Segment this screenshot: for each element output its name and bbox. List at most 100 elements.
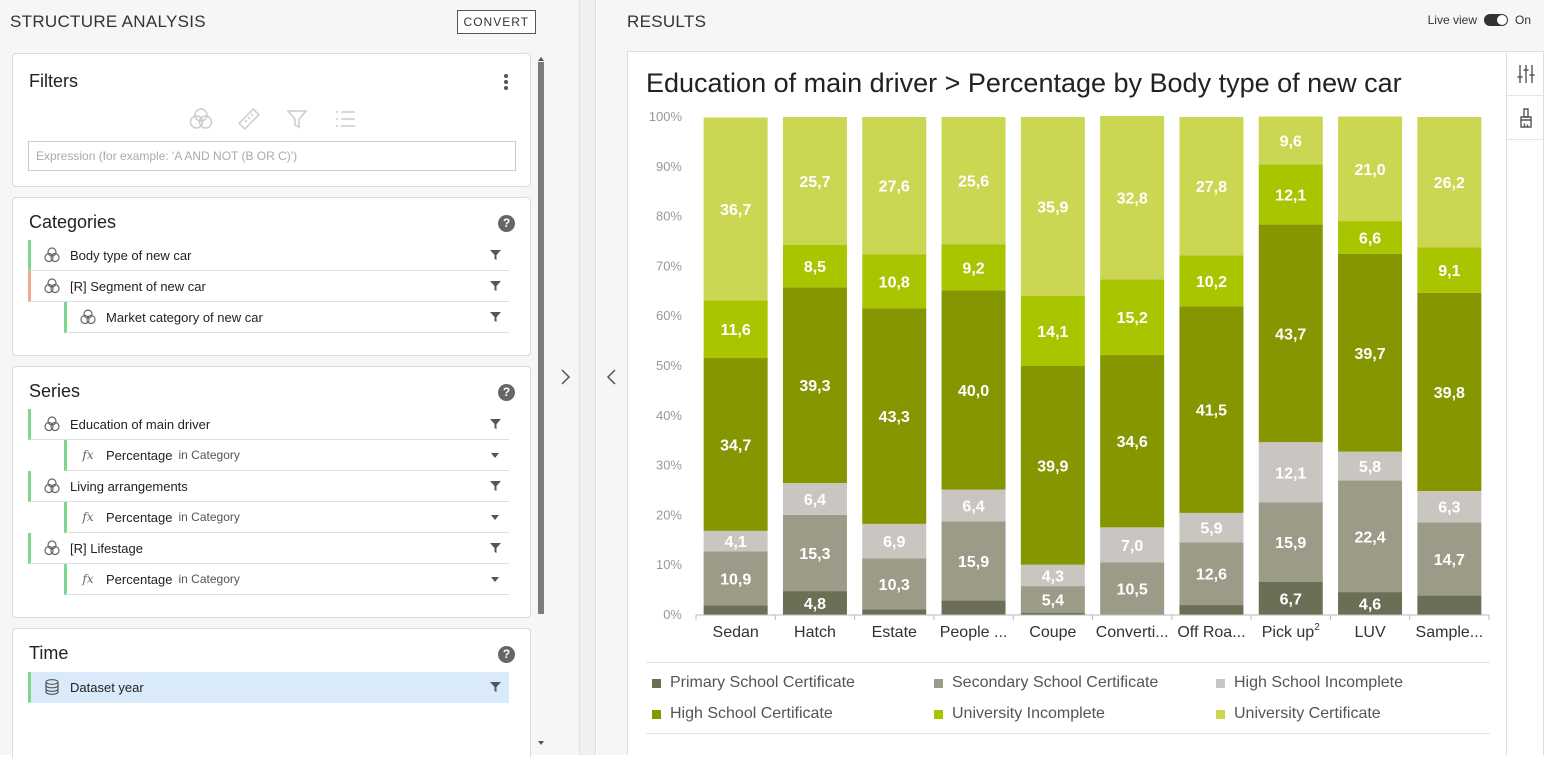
bar-segment xyxy=(941,600,1006,615)
bar-segment xyxy=(1338,592,1403,615)
time-help-icon[interactable]: ? xyxy=(498,646,515,663)
time-card: Time ? Dataset year xyxy=(12,628,531,758)
convert-button[interactable]: CONVERT xyxy=(456,10,536,34)
live-view-label: Live view xyxy=(1427,13,1477,27)
data-label: 6,6 xyxy=(1359,231,1381,248)
funnel-icon[interactable] xyxy=(490,481,501,491)
panel-title: STRUCTURE ANALYSIS xyxy=(10,12,206,31)
measure-label: Percentage xyxy=(106,509,173,525)
categories-help-icon[interactable]: ? xyxy=(498,215,515,232)
data-label: 12,1 xyxy=(1275,465,1306,482)
funnel-icon[interactable] xyxy=(284,106,310,132)
legend-item[interactable]: High School Certificate xyxy=(652,705,833,723)
series-help-icon[interactable]: ? xyxy=(498,384,515,401)
bar-segment xyxy=(1338,480,1403,593)
chevron-down-icon[interactable] xyxy=(491,515,499,520)
data-label: 6,4 xyxy=(804,492,826,509)
bar-segment xyxy=(703,358,768,531)
structure-analysis-panel: STRUCTURE ANALYSIS CONVERT Filters Categ… xyxy=(0,0,580,758)
x-tick-label: People ... xyxy=(940,624,1008,641)
legend-item[interactable]: Primary School Certificate xyxy=(652,674,855,692)
bar-segment xyxy=(1020,295,1085,366)
bar-segment xyxy=(1020,586,1085,614)
data-label: 35,9 xyxy=(1037,199,1068,216)
function-icon: fx xyxy=(82,510,94,524)
funnel-icon[interactable] xyxy=(490,419,501,429)
chevron-down-icon[interactable] xyxy=(491,453,499,458)
legend-item[interactable]: University Certificate xyxy=(1216,705,1381,723)
data-label: 39,3 xyxy=(799,378,830,395)
bar-segment xyxy=(1179,542,1244,606)
scroll-up-icon[interactable] xyxy=(538,57,544,61)
more-options-icon[interactable] xyxy=(504,74,508,90)
bar-segment xyxy=(1258,442,1323,503)
expression-input[interactable] xyxy=(28,141,516,171)
funnel-icon[interactable] xyxy=(490,543,501,553)
legend-item[interactable]: University Incomplete xyxy=(934,705,1105,723)
bar-segment xyxy=(941,244,1006,291)
category-item-body-type[interactable]: Body type of new car xyxy=(28,240,509,271)
series-item-education[interactable]: Education of main driver xyxy=(28,409,509,440)
bar-segment xyxy=(1338,253,1403,452)
series-item-living[interactable]: Living arrangements xyxy=(28,471,509,502)
data-label: 10,9 xyxy=(720,571,751,588)
scrollbar[interactable] xyxy=(538,62,544,614)
chart-settings-tool[interactable] xyxy=(1507,52,1544,96)
y-tick-label: 50% xyxy=(656,358,682,373)
data-label: 25,6 xyxy=(958,174,989,191)
data-label: 9,6 xyxy=(1280,133,1302,150)
category-item-segment[interactable]: [R] Segment of new car xyxy=(28,271,509,302)
legend-item[interactable]: High School Incomplete xyxy=(1216,674,1403,692)
data-label: 10,5 xyxy=(1117,581,1148,598)
stacked-bar-chart[interactable]: 0% 10% 20% 30% 40% 50% 60% 70% 80% 90% 100% 10,9 4,1… xyxy=(628,52,1508,657)
bar-segment xyxy=(1417,117,1482,248)
series-measure-lifestage[interactable]: fx Percentage in Category xyxy=(64,564,509,595)
ruler-icon[interactable] xyxy=(236,106,262,132)
data-label: 27,6 xyxy=(879,179,910,196)
data-label: 39,8 xyxy=(1434,385,1465,402)
panel-divider[interactable] xyxy=(561,0,596,755)
legend-swatch xyxy=(652,709,661,719)
time-item-dataset-year[interactable]: Dataset year xyxy=(28,672,509,703)
bar-segment xyxy=(1338,116,1403,222)
bar-segment xyxy=(1338,221,1403,254)
bar-segment xyxy=(1258,164,1323,225)
categories-title: Categories xyxy=(29,212,117,232)
live-view-toggle[interactable] xyxy=(1483,14,1508,26)
bar-segment xyxy=(1417,247,1482,293)
venn-icon[interactable] xyxy=(188,106,214,132)
series-item-label: Living arrangements xyxy=(70,478,188,494)
database-icon xyxy=(43,678,61,696)
live-view-control: Live view On xyxy=(1428,13,1531,27)
bar-segment xyxy=(782,244,847,288)
categories-card: Categories ? Body type of new car [R] Se… xyxy=(12,197,531,356)
funnel-icon[interactable] xyxy=(490,682,501,692)
bar-segment xyxy=(1258,116,1323,165)
funnel-icon[interactable] xyxy=(490,312,501,322)
legend-label: High School Incomplete xyxy=(1234,674,1403,691)
data-label: 32,8 xyxy=(1117,191,1148,208)
chart-style-tool[interactable] xyxy=(1507,96,1544,140)
chevron-down-icon[interactable] xyxy=(491,577,499,582)
chart-side-toolbar xyxy=(1507,51,1544,755)
series-measure-living[interactable]: fx Percentage in Category xyxy=(64,502,509,533)
chevron-right-icon[interactable] xyxy=(558,368,572,386)
venn-icon xyxy=(43,415,61,433)
series-measure-education[interactable]: fx Percentage in Category xyxy=(64,440,509,471)
series-item-lifestage[interactable]: [R] Lifestage xyxy=(28,533,509,564)
bar-segment xyxy=(862,558,927,610)
funnel-icon[interactable] xyxy=(490,250,501,260)
data-label: 21,0 xyxy=(1354,162,1385,179)
scroll-down-icon[interactable] xyxy=(538,741,544,745)
x-tick-label: Pick up2 xyxy=(1262,622,1320,641)
list-icon[interactable] xyxy=(332,106,358,132)
chevron-left-icon[interactable] xyxy=(605,368,619,386)
legend-item[interactable]: Secondary School Certificate xyxy=(934,674,1158,692)
venn-icon xyxy=(43,277,61,295)
data-label: 15,2 xyxy=(1117,310,1148,327)
time-item-label: Dataset year xyxy=(70,679,144,695)
legend-swatch xyxy=(1216,709,1225,719)
bar-segment xyxy=(1417,292,1482,491)
funnel-icon[interactable] xyxy=(490,281,501,291)
category-item-market-category[interactable]: Market category of new car xyxy=(64,302,509,333)
